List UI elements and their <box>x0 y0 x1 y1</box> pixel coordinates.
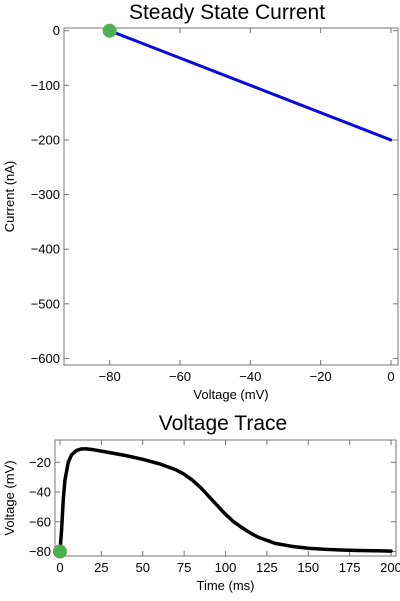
y-tick-label: −500 <box>31 296 60 311</box>
y-tick-label: −400 <box>31 242 60 257</box>
x-tick-label: 75 <box>177 560 191 575</box>
x-tick-label: 150 <box>297 560 319 575</box>
x-axis-label: Time (ms) <box>196 578 254 593</box>
y-tick-label: −20 <box>29 455 51 470</box>
y-tick-label: −60 <box>29 514 51 529</box>
x-tick-label: 175 <box>339 560 361 575</box>
x-tick-label: 100 <box>215 560 237 575</box>
x-tick-label: 25 <box>94 560 108 575</box>
x-tick-label: −80 <box>99 369 121 384</box>
x-tick-label: 0 <box>387 369 394 384</box>
x-tick-label: 200 <box>380 560 400 575</box>
y-axis-label: Voltage (mV) <box>2 460 17 535</box>
series-line <box>60 449 391 552</box>
voltage-trace-plot: 0 25 50 75 100 125 150 175 200 −20 −40 −60 −80 Time (… <box>0 410 400 601</box>
y-tick-label: 0 <box>53 23 60 38</box>
y-tick-label: −200 <box>31 132 60 147</box>
y-tick-label: −100 <box>31 78 60 93</box>
y-tick-label: −600 <box>31 351 60 366</box>
voltage-trace-chart: Voltage Trace 0 25 50 75 100 125 150 175 200 −20−… <box>0 410 400 601</box>
y-axis-label: Current (nA) <box>2 161 17 233</box>
x-tick-label: −20 <box>310 369 332 384</box>
y-tick-label: −80 <box>29 544 51 559</box>
y-tick-label: −300 <box>31 187 60 202</box>
steady-state-current-chart: Steady State Current −80 −60 −40 −20 0 0 −100−… <box>0 0 400 395</box>
y-tick-label: −40 <box>29 485 51 500</box>
x-tick-label: 0 <box>56 560 63 575</box>
series-line <box>110 31 391 140</box>
current-point-marker <box>53 545 67 559</box>
x-tick-label: −40 <box>239 369 261 384</box>
current-point-marker <box>103 24 117 38</box>
x-tick-label: 125 <box>256 560 278 575</box>
plot-frame <box>55 440 396 556</box>
steady-state-current-plot: −80 −60 −40 −20 00−100−200−300−400−500−600Vo… <box>0 0 400 395</box>
x-tick-label: 50 <box>135 560 149 575</box>
x-axis-label: Voltage (mV) <box>193 387 268 402</box>
x-tick-label: −60 <box>169 369 191 384</box>
